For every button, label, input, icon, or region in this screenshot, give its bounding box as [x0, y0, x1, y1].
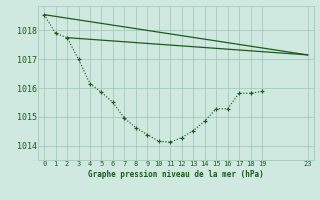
- X-axis label: Graphe pression niveau de la mer (hPa): Graphe pression niveau de la mer (hPa): [88, 170, 264, 179]
